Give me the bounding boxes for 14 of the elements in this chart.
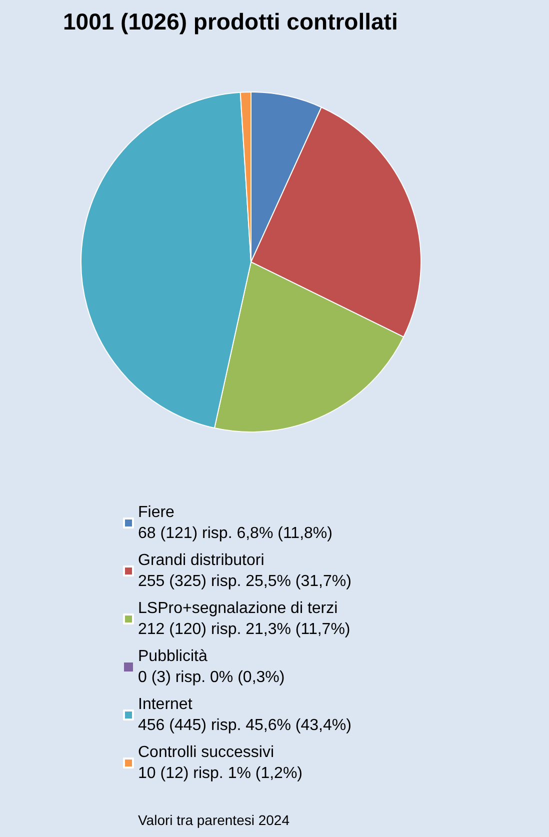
data-label: 456 (445) risp. 45,6% (43,4%): [138, 717, 352, 734]
data-label: 68 (121) risp. 6,8% (11,8%): [138, 525, 332, 542]
legend-label: Fiere: [138, 504, 175, 521]
text: Valori tra parentesi 2024: [138, 812, 290, 828]
legend-label: Pubblicità: [138, 648, 208, 665]
text: 0 (3) risp. 0% (0,3%): [138, 669, 285, 686]
legend-label: Internet: [138, 696, 193, 713]
chart-title: 1001 (1026) prodotti controllati: [63, 8, 398, 34]
data-label: 212 (120) risp. 21,3% (11,7%): [138, 621, 350, 638]
data-label: 255 (325) risp. 25,5% (31,7%): [138, 573, 352, 590]
legend-label: LSPro+segnalazione di terzi: [138, 600, 338, 617]
data-label: 10 (12) risp. 1% (1,2%): [138, 765, 303, 782]
legend-label: Controlli successivi: [138, 744, 274, 761]
legend-label: Grandi distributori: [138, 552, 264, 569]
